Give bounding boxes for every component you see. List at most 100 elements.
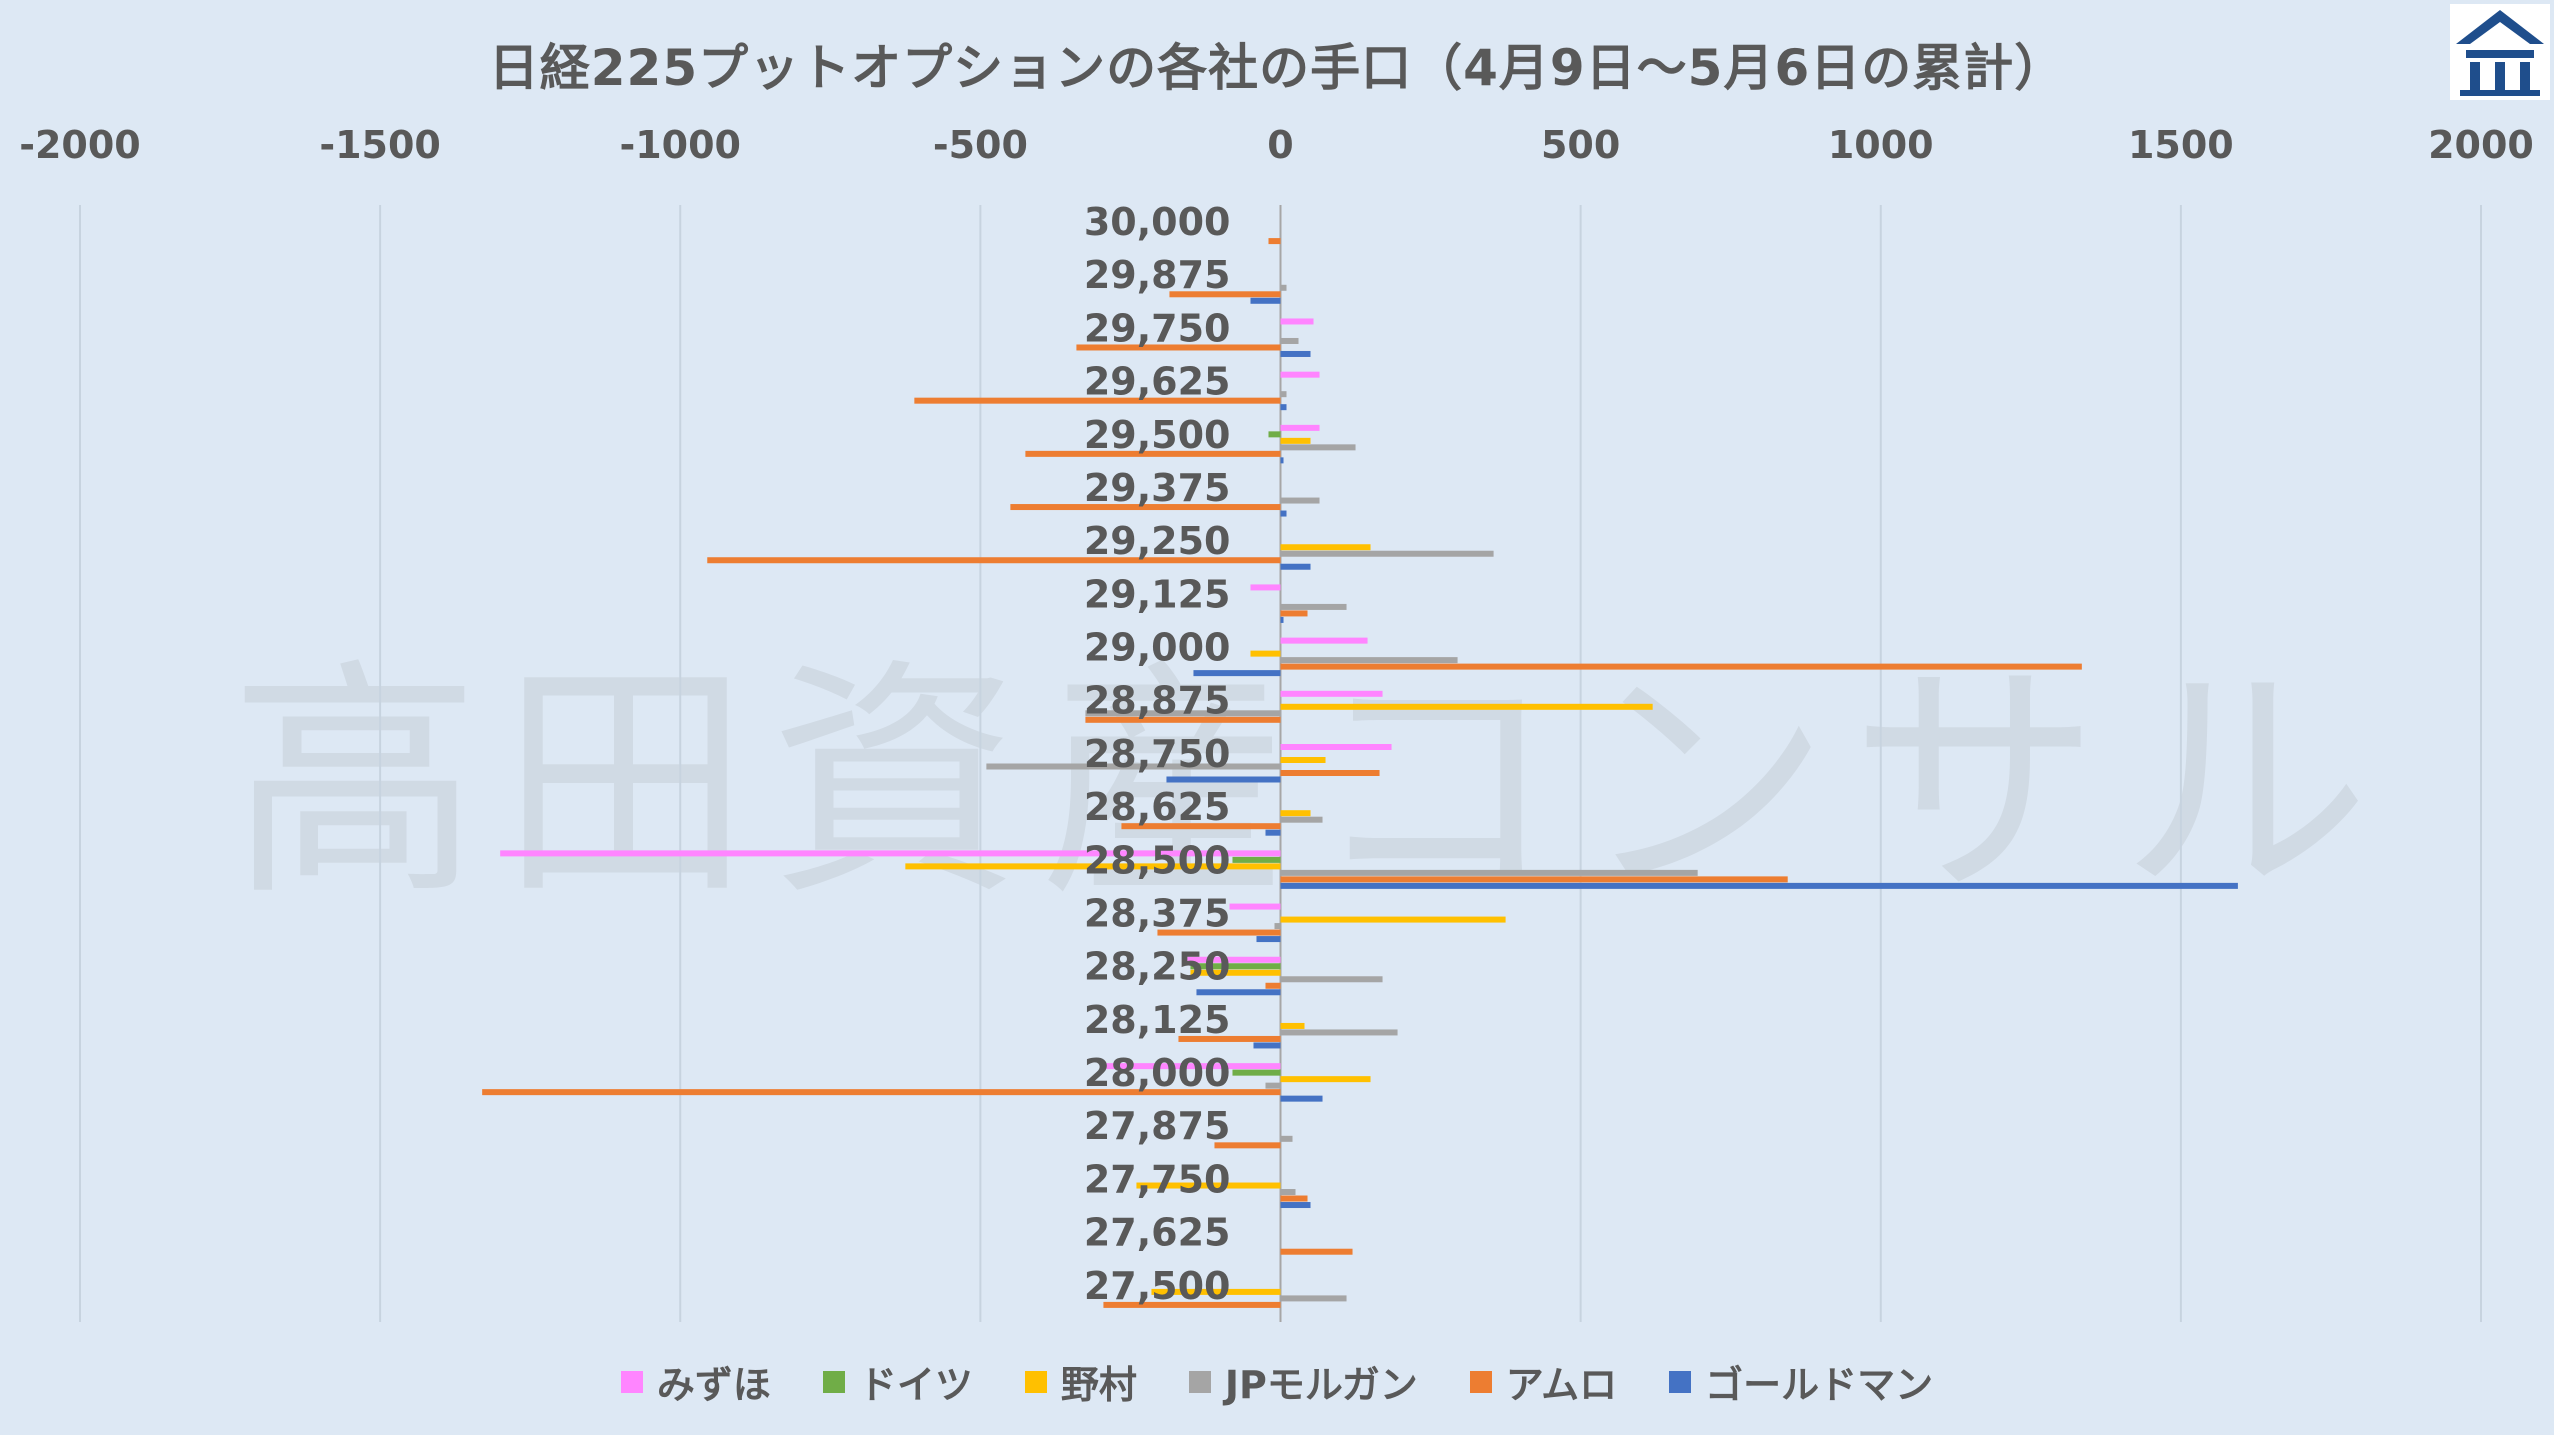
bar: [1280, 1195, 1308, 1202]
bar: [1268, 238, 1281, 245]
bar: [1280, 284, 1287, 291]
category-label: 28,500: [1084, 838, 1231, 882]
bar: [1280, 610, 1308, 617]
legend-swatch: [822, 1370, 845, 1393]
x-tick-label: 1500: [2128, 123, 2234, 167]
legend-item: アムロ: [1469, 1354, 1618, 1409]
bar: [1280, 616, 1284, 623]
category-label: 28,000: [1084, 1051, 1231, 1095]
bar: [914, 397, 1281, 404]
bar: [1280, 318, 1314, 325]
bar: [1151, 1288, 1281, 1295]
legend-item: ゴールドマン: [1669, 1354, 1933, 1409]
bar: [1280, 916, 1506, 923]
bar: [1214, 1142, 1281, 1149]
chart-legend: みずほ ドイツ 野村 JPモルガン アムロ ゴールドマン: [0, 1354, 2554, 1409]
category-label: 29,750: [1084, 306, 1231, 350]
bar: [1280, 550, 1494, 557]
bar: [1106, 1063, 1281, 1070]
bar: [1280, 876, 1788, 883]
bar: [1274, 923, 1281, 930]
x-tick-label: 1000: [1828, 123, 1934, 167]
bar: [1280, 770, 1380, 776]
bar: [1190, 963, 1281, 970]
category-label: 30,000: [1084, 200, 1231, 244]
bar: [1280, 350, 1311, 357]
bar: [707, 557, 1281, 564]
legend-swatch: [620, 1370, 643, 1393]
bar: [1076, 344, 1281, 351]
bar: [1280, 1295, 1347, 1302]
category-label: 29,375: [1084, 466, 1231, 510]
bar: [1280, 544, 1371, 551]
bar: [1265, 982, 1281, 989]
bar: [1136, 1182, 1281, 1189]
bar: [1250, 650, 1281, 657]
legend-item: ドイツ: [822, 1354, 973, 1409]
bar: [1085, 716, 1281, 723]
bar: [1280, 457, 1284, 464]
category-label: 29,125: [1084, 572, 1231, 616]
bar: [1085, 710, 1281, 717]
category-label: 29,250: [1084, 519, 1231, 563]
bar: [1280, 1095, 1323, 1102]
legend-label: アムロ: [1505, 1363, 1618, 1407]
bar: [1280, 497, 1320, 504]
bar: [1280, 1029, 1398, 1036]
bar: [482, 1089, 1281, 1096]
bar: [1229, 903, 1281, 910]
bar: [1280, 757, 1326, 763]
bar: [986, 763, 1281, 770]
bar: [905, 863, 1281, 870]
category-label: 27,750: [1084, 1157, 1231, 1201]
bar: [1157, 929, 1281, 936]
bar: [1280, 637, 1368, 644]
legend-swatch: [1024, 1370, 1047, 1393]
bar: [1280, 444, 1356, 451]
bar: [1166, 776, 1281, 783]
bar: [1187, 956, 1281, 963]
category-label: 28,250: [1084, 945, 1231, 989]
bar: [1280, 1202, 1311, 1209]
bar: [1280, 437, 1311, 444]
x-tick-label: -2000: [19, 123, 141, 167]
bar: [1280, 882, 2238, 889]
category-label: 28,125: [1084, 998, 1231, 1042]
x-tick-label: -1500: [319, 123, 441, 167]
category-label: 29,875: [1084, 253, 1231, 297]
bar: [1232, 856, 1281, 863]
category-label: 28,625: [1084, 785, 1231, 829]
legend-swatch: [1469, 1370, 1492, 1393]
bar: [1280, 371, 1320, 378]
bar: [1280, 663, 2082, 670]
bar: [1280, 510, 1287, 517]
bar: [1256, 936, 1281, 943]
bar: [1103, 1301, 1281, 1308]
x-tick-label: 0: [1267, 123, 1293, 167]
legend-label: 野村: [1060, 1363, 1137, 1407]
category-label: 28,875: [1084, 679, 1231, 723]
bar: [1265, 829, 1281, 836]
category-label: 28,750: [1084, 732, 1231, 776]
bar: [1196, 989, 1281, 996]
bar: [1280, 690, 1383, 697]
bar: [1280, 603, 1347, 610]
chart-title: 日経225プットオプションの各社の手口（4月9日～5月6日の累計）: [488, 39, 2066, 97]
bar: [1280, 1248, 1353, 1255]
legend-label: ゴールドマン: [1705, 1363, 1934, 1407]
bar: [1193, 670, 1281, 677]
bar: [1280, 869, 1698, 876]
bar: [1280, 810, 1311, 817]
x-tick-label: 500: [1541, 123, 1620, 167]
bar: [1280, 744, 1392, 750]
bar: [1280, 563, 1311, 570]
category-label: 27,875: [1084, 1104, 1231, 1148]
bar: [1253, 1042, 1281, 1049]
bar: [1280, 1076, 1371, 1083]
bar: [1280, 657, 1458, 664]
bar: [1121, 823, 1281, 830]
legend-label: ドイツ: [858, 1363, 973, 1407]
x-tick-label: -500: [933, 123, 1028, 167]
legend-label: JPモルガン: [1224, 1363, 1418, 1407]
bar: [1280, 391, 1287, 398]
